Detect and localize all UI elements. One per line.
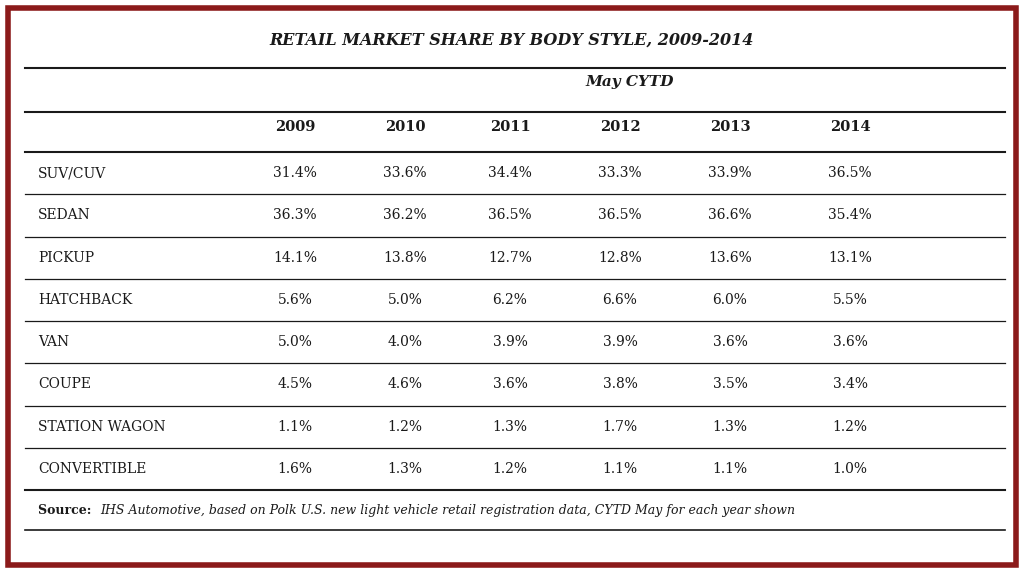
Text: 3.6%: 3.6% xyxy=(833,335,867,349)
Text: 12.8%: 12.8% xyxy=(598,250,642,265)
Text: 2011: 2011 xyxy=(489,120,530,134)
Text: 1.2%: 1.2% xyxy=(493,462,527,476)
Text: SUV/CUV: SUV/CUV xyxy=(38,166,106,180)
Text: 14.1%: 14.1% xyxy=(273,250,317,265)
Text: 5.0%: 5.0% xyxy=(387,293,423,307)
Text: 4.6%: 4.6% xyxy=(387,378,423,391)
Text: 2013: 2013 xyxy=(710,120,751,134)
Text: PICKUP: PICKUP xyxy=(38,250,94,265)
Text: COUPE: COUPE xyxy=(38,378,91,391)
Text: 36.5%: 36.5% xyxy=(488,209,531,222)
Text: 3.9%: 3.9% xyxy=(602,335,637,349)
Text: 3.8%: 3.8% xyxy=(602,378,637,391)
Text: 1.2%: 1.2% xyxy=(387,419,423,434)
Text: 12.7%: 12.7% xyxy=(488,250,531,265)
Text: 5.0%: 5.0% xyxy=(278,335,312,349)
Text: 13.1%: 13.1% xyxy=(828,250,872,265)
Text: 6.2%: 6.2% xyxy=(493,293,527,307)
Text: 6.0%: 6.0% xyxy=(713,293,748,307)
Text: 1.3%: 1.3% xyxy=(493,419,527,434)
Text: 2010: 2010 xyxy=(385,120,425,134)
Text: 4.5%: 4.5% xyxy=(278,378,312,391)
Text: 1.7%: 1.7% xyxy=(602,419,638,434)
Text: 36.6%: 36.6% xyxy=(709,209,752,222)
Text: 36.5%: 36.5% xyxy=(828,166,871,180)
Text: 1.0%: 1.0% xyxy=(833,462,867,476)
Text: 1.2%: 1.2% xyxy=(833,419,867,434)
Text: 31.4%: 31.4% xyxy=(273,166,317,180)
Text: 1.3%: 1.3% xyxy=(713,419,748,434)
Text: 1.1%: 1.1% xyxy=(602,462,638,476)
Text: 33.6%: 33.6% xyxy=(383,166,427,180)
Text: 2009: 2009 xyxy=(274,120,315,134)
Text: 1.1%: 1.1% xyxy=(713,462,748,476)
Text: 36.2%: 36.2% xyxy=(383,209,427,222)
Text: CONVERTIBLE: CONVERTIBLE xyxy=(38,462,146,476)
Text: 2014: 2014 xyxy=(829,120,870,134)
Text: 1.1%: 1.1% xyxy=(278,419,312,434)
Text: VAN: VAN xyxy=(38,335,70,349)
Text: 13.8%: 13.8% xyxy=(383,250,427,265)
Text: IHS Automotive, based on Polk U.S. new light vehicle retail registration data, C: IHS Automotive, based on Polk U.S. new l… xyxy=(100,504,795,517)
Text: 6.6%: 6.6% xyxy=(602,293,637,307)
Text: RETAIL MARKET SHARE BY BODY STYLE, 2009-2014: RETAIL MARKET SHARE BY BODY STYLE, 2009-… xyxy=(269,32,755,49)
Text: 36.5%: 36.5% xyxy=(598,209,642,222)
Text: 4.0%: 4.0% xyxy=(387,335,423,349)
Text: STATION WAGON: STATION WAGON xyxy=(38,419,166,434)
Text: Source:: Source: xyxy=(38,504,96,517)
Text: 34.4%: 34.4% xyxy=(488,166,531,180)
Text: 3.4%: 3.4% xyxy=(833,378,867,391)
Text: 3.6%: 3.6% xyxy=(493,378,527,391)
Text: 3.6%: 3.6% xyxy=(713,335,748,349)
Text: 3.9%: 3.9% xyxy=(493,335,527,349)
Text: 33.3%: 33.3% xyxy=(598,166,642,180)
Text: HATCHBACK: HATCHBACK xyxy=(38,293,132,307)
Text: 2012: 2012 xyxy=(600,120,640,134)
Text: 35.4%: 35.4% xyxy=(828,209,871,222)
Text: 36.3%: 36.3% xyxy=(273,209,316,222)
Text: 33.9%: 33.9% xyxy=(709,166,752,180)
Text: 3.5%: 3.5% xyxy=(713,378,748,391)
Text: 1.6%: 1.6% xyxy=(278,462,312,476)
Text: 1.3%: 1.3% xyxy=(387,462,423,476)
Text: SEDAN: SEDAN xyxy=(38,209,91,222)
Text: 5.5%: 5.5% xyxy=(833,293,867,307)
Text: 13.6%: 13.6% xyxy=(709,250,752,265)
Text: 5.6%: 5.6% xyxy=(278,293,312,307)
Text: May CYTD: May CYTD xyxy=(586,75,674,89)
